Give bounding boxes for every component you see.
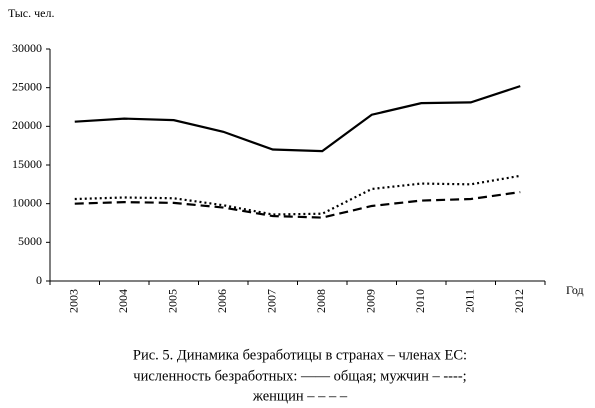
y-tick-label: 20000 — [12, 118, 42, 132]
x-tick-label: 2010 — [413, 289, 427, 313]
caption: женщин – – – – — [252, 388, 348, 404]
caption: Рис. 5. Динамика безработицы в странах –… — [133, 347, 467, 363]
x-tick-label: 2004 — [116, 289, 130, 313]
y-tick-label: 15000 — [12, 157, 42, 171]
x-tick-label: 2007 — [265, 289, 279, 313]
x-tick-label: 2003 — [67, 289, 81, 313]
series-line — [74, 190, 521, 219]
x-tick-label: 2012 — [512, 289, 526, 313]
x-tick-label: 2005 — [166, 289, 180, 313]
caption: численность безработных: —— общая; мужчи… — [133, 368, 466, 384]
y-tick-label: 10000 — [12, 195, 42, 209]
y-tick-label: 25000 — [12, 79, 42, 93]
series-line — [74, 85, 521, 153]
x-tick-label: 2006 — [215, 289, 229, 313]
x-tick-label: 2009 — [364, 289, 378, 313]
y-tick-label: 5000 — [18, 234, 42, 248]
x-tick-label: 2008 — [314, 289, 328, 313]
y-tick-label: 0 — [36, 273, 42, 287]
x-axis-label: Год — [566, 283, 584, 297]
x-tick-label: 2011 — [463, 289, 477, 313]
y-tick-label: 30000 — [12, 41, 42, 55]
series-line — [74, 174, 521, 216]
y-axis-label: Тыс. чел. — [8, 6, 54, 20]
